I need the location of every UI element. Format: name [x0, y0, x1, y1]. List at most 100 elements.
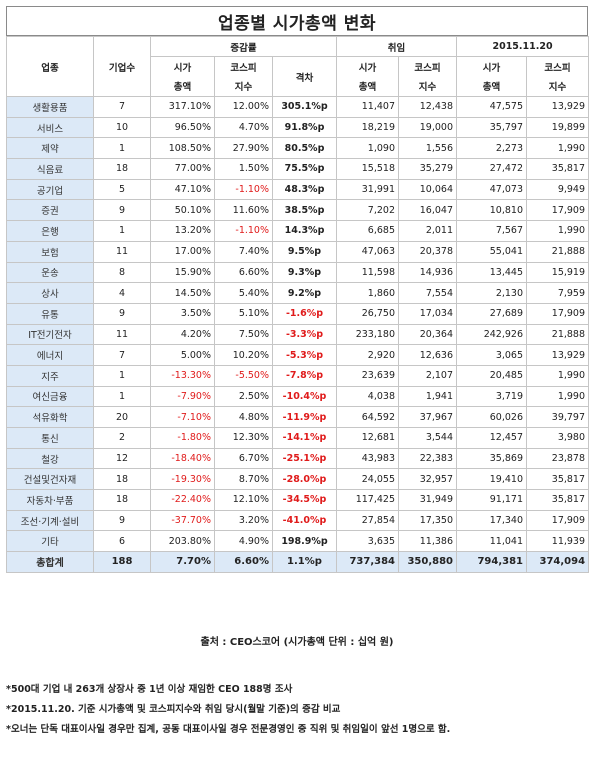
header-rate-kospi-2: 지수: [214, 76, 273, 97]
table-row: 석유화학 20 -7.10% 4.80% -11.9%p 64,592 37,967 60,0…: [6, 406, 590, 428]
cell-cap-rate: -37.70%: [150, 509, 215, 532]
cell-inaug-kospi: 37,967: [397, 406, 458, 428]
cell-date-kospi: 39,797: [526, 406, 590, 428]
table-row: 식음료 18 77.00% 1.50% 75.5%p 15,518 35,279 27,472…: [6, 158, 590, 180]
cell-kospi-rate: 12.10%: [214, 489, 273, 511]
cell-date-kospi: 15,919: [526, 261, 590, 284]
cell-count: 18: [93, 489, 151, 511]
cell-date-kospi: 21,888: [526, 240, 590, 263]
cell-inaug-cap: 64,592: [336, 406, 399, 428]
cell-inaug-kospi: 3,544: [397, 427, 458, 449]
cell-date-cap: 10,810: [456, 199, 528, 222]
cell-inaug-cap: 6,685: [336, 220, 399, 242]
cell-kospi-rate: 5.10%: [214, 302, 273, 325]
cell-date-kospi: 35,817: [526, 468, 590, 491]
cell-gap: -5.3%p: [272, 344, 337, 366]
cell-kospi-rate: 6.60%: [214, 261, 273, 284]
cell-gap: -10.4%p: [272, 385, 337, 408]
cell-count: 10: [93, 116, 151, 139]
header-company-count: 기업수: [93, 36, 151, 97]
cell-inaug-cap: 47,063: [336, 240, 399, 263]
cell-industry: 보험: [6, 240, 94, 263]
cell-date-kospi: 21,888: [526, 323, 590, 346]
cell-cap-rate: 108.50%: [150, 137, 215, 160]
cell-cap-rate: 17.00%: [150, 240, 215, 263]
cell-count: 9: [93, 199, 151, 222]
cell-gap: -11.9%p: [272, 406, 337, 428]
cell-inaug-cap: 117,425: [336, 489, 399, 511]
cell-date-kospi: 1,990: [526, 385, 590, 408]
cell-kospi-rate: -5.50%: [214, 364, 273, 387]
table-row: 조선·기계·설비 9 -37.70% 3.20% -41.0%p 27,854 17,350…: [6, 509, 590, 532]
header-rate-cap-1: 시가: [150, 56, 215, 77]
cell-date-cap: 19,410: [456, 468, 528, 491]
cell-inaug-cap: 12,681: [336, 427, 399, 449]
cell-date-kospi: 7,959: [526, 282, 590, 304]
cell-industry: 조선·기계·설비: [6, 509, 94, 532]
header-inaug-cap-1: 시가: [336, 56, 399, 77]
cell-inaug-cap: 24,055: [336, 468, 399, 491]
cell-inaug-kospi: 2,011: [397, 220, 458, 242]
cell-inaug-kospi: 12,438: [397, 96, 458, 118]
cell-inaug-kospi: 19,000: [397, 116, 458, 139]
cell-date-cap: 794,381: [456, 551, 528, 573]
cell-inaug-cap: 15,518: [336, 158, 399, 180]
table-row: 여신금융 1 -7.90% 2.50% -10.4%p 4,038 1,941 3,719 1,…: [6, 385, 590, 408]
cell-industry: 증권: [6, 199, 94, 222]
cell-inaug-cap: 31,991: [336, 178, 399, 201]
cell-date-cap: 20,485: [456, 364, 528, 387]
cell-count: 11: [93, 240, 151, 263]
cell-industry: 철강: [6, 447, 94, 470]
table-row: 상사 4 14.50% 5.40% 9.2%p 1,860 7,554 2,130 7,959: [6, 282, 590, 304]
cell-count: 188: [93, 551, 151, 573]
cell-cap-rate: 50.10%: [150, 199, 215, 222]
page-title: 업종별 시가총액 변화: [6, 6, 588, 36]
cell-inaug-kospi: 2,107: [397, 364, 458, 387]
cell-date-cap: 7,567: [456, 220, 528, 242]
cell-inaug-cap: 1,090: [336, 137, 399, 160]
cell-date-cap: 27,472: [456, 158, 528, 180]
cell-cap-rate: -1.80%: [150, 427, 215, 449]
cell-gap: 1.1%p: [272, 551, 337, 573]
cell-date-cap: 91,171: [456, 489, 528, 511]
cell-inaug-cap: 7,202: [336, 199, 399, 222]
cell-gap: 75.5%p: [272, 158, 337, 180]
cell-gap: -3.3%p: [272, 323, 337, 346]
cell-gap: -7.8%p: [272, 364, 337, 387]
cell-kospi-rate: 6.60%: [214, 551, 273, 573]
cell-cap-rate: 13.20%: [150, 220, 215, 242]
cell-gap: 14.3%p: [272, 220, 337, 242]
cell-count: 4: [93, 282, 151, 304]
cell-inaug-kospi: 22,383: [397, 447, 458, 470]
cell-inaug-kospi: 20,378: [397, 240, 458, 263]
cell-gap: 305.1%p: [272, 96, 337, 118]
cell-date-cap: 47,073: [456, 178, 528, 201]
header-date-cap-1: 시가: [456, 56, 528, 77]
cell-cap-rate: 47.10%: [150, 178, 215, 201]
cell-date-cap: 3,065: [456, 344, 528, 366]
cell-cap-rate: 4.20%: [150, 323, 215, 346]
cell-kospi-rate: 8.70%: [214, 468, 273, 491]
cell-cap-rate: -18.40%: [150, 447, 215, 470]
cell-inaug-kospi: 1,556: [397, 137, 458, 160]
cell-date-kospi: 35,817: [526, 158, 590, 180]
cell-date-kospi: 13,929: [526, 344, 590, 366]
cell-count: 1: [93, 137, 151, 160]
cell-date-kospi: 374,094: [526, 551, 590, 573]
cell-cap-rate: 96.50%: [150, 116, 215, 139]
cell-cap-rate: 7.70%: [150, 551, 215, 573]
cell-date-cap: 2,130: [456, 282, 528, 304]
cell-gap: -1.6%p: [272, 302, 337, 325]
cell-inaug-cap: 4,038: [336, 385, 399, 408]
cell-kospi-rate: 7.40%: [214, 240, 273, 263]
cell-kospi-rate: 7.50%: [214, 323, 273, 346]
cell-gap: -34.5%p: [272, 489, 337, 511]
cell-inaug-kospi: 10,064: [397, 178, 458, 201]
table-row: 제약 1 108.50% 27.90% 80.5%p 1,090 1,556 2,273 1,9…: [6, 137, 590, 160]
header-inaug-cap-2: 총액: [336, 76, 399, 97]
cell-date-cap: 60,026: [456, 406, 528, 428]
cell-inaug-cap: 11,407: [336, 96, 399, 118]
cell-count: 18: [93, 468, 151, 491]
cell-cap-rate: -7.90%: [150, 385, 215, 408]
header-inaug-kospi-2: 지수: [397, 76, 458, 97]
